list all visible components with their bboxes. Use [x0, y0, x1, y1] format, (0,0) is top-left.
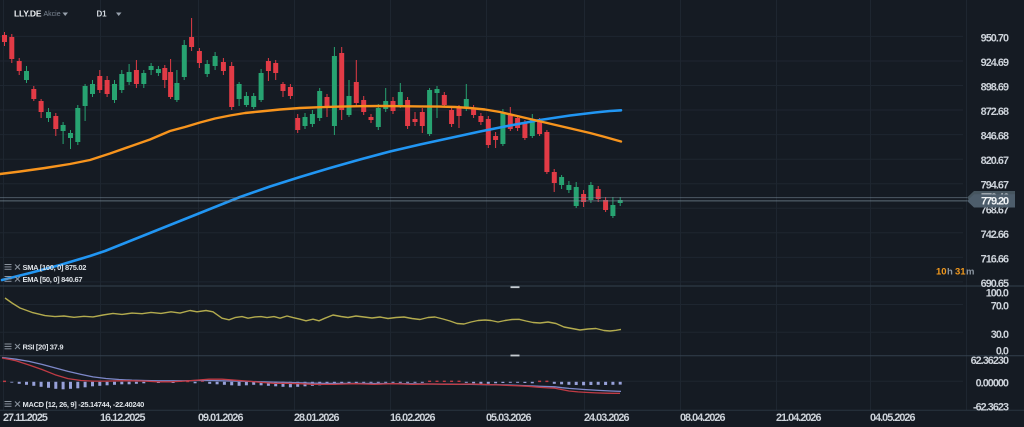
svg-text:100.0: 100.0: [986, 287, 1009, 299]
svg-text:898.69: 898.69: [981, 82, 1009, 94]
svg-text:04.05.2026: 04.05.2026: [870, 412, 915, 424]
svg-text:0.00000: 0.00000: [976, 377, 1009, 389]
svg-text:872.68: 872.68: [981, 106, 1009, 118]
svg-text:D1: D1: [97, 10, 108, 19]
svg-text:21.04.2026: 21.04.2026: [776, 412, 821, 424]
svg-text:27.11.2025: 27.11.2025: [3, 412, 48, 424]
svg-text:70.0: 70.0: [991, 300, 1009, 312]
svg-text:m: m: [966, 267, 974, 278]
svg-text:MACD [12, 26, 9] -25.14744, -2: MACD [12, 26, 9] -25.14744, -22.40240: [23, 400, 145, 409]
svg-text:16.02.2026: 16.02.2026: [390, 412, 435, 424]
svg-text:16.12.2025: 16.12.2025: [100, 412, 145, 424]
svg-text:24.03.2026: 24.03.2026: [584, 412, 629, 424]
svg-text:31: 31: [955, 267, 966, 278]
svg-text:10: 10: [936, 267, 947, 278]
svg-text:SMA [100, 0] 875.02: SMA [100, 0] 875.02: [23, 263, 87, 272]
svg-text:794.67: 794.67: [981, 180, 1009, 192]
svg-text:LLY.DE: LLY.DE: [14, 9, 42, 19]
svg-text:690.65: 690.65: [981, 278, 1009, 290]
svg-text:h: h: [947, 267, 953, 278]
svg-text:820.67: 820.67: [981, 155, 1009, 167]
svg-text:62.36230: 62.36230: [971, 355, 1009, 367]
svg-text:742.66: 742.66: [981, 229, 1009, 241]
svg-text:846.68: 846.68: [981, 131, 1009, 143]
svg-text:0.0: 0.0: [996, 345, 1009, 357]
svg-text:09.01.2026: 09.01.2026: [198, 412, 243, 424]
svg-text:-62.3623: -62.3623: [973, 401, 1009, 413]
svg-text:Akcie: Akcie: [44, 11, 61, 18]
svg-text:924.69: 924.69: [981, 57, 1009, 69]
svg-text:RSI [20] 37.9: RSI [20] 37.9: [23, 343, 64, 352]
svg-text:716.66: 716.66: [981, 253, 1009, 265]
svg-text:779.20: 779.20: [981, 196, 1009, 208]
svg-text:30.0: 30.0: [991, 329, 1009, 341]
svg-text:08.04.2026: 08.04.2026: [680, 412, 725, 424]
svg-text:28.01.2026: 28.01.2026: [294, 412, 339, 424]
svg-text:950.70: 950.70: [981, 32, 1009, 44]
svg-text:EMA [50, 0] 840.67: EMA [50, 0] 840.67: [23, 275, 83, 284]
svg-text:05.03.2026: 05.03.2026: [486, 412, 531, 424]
